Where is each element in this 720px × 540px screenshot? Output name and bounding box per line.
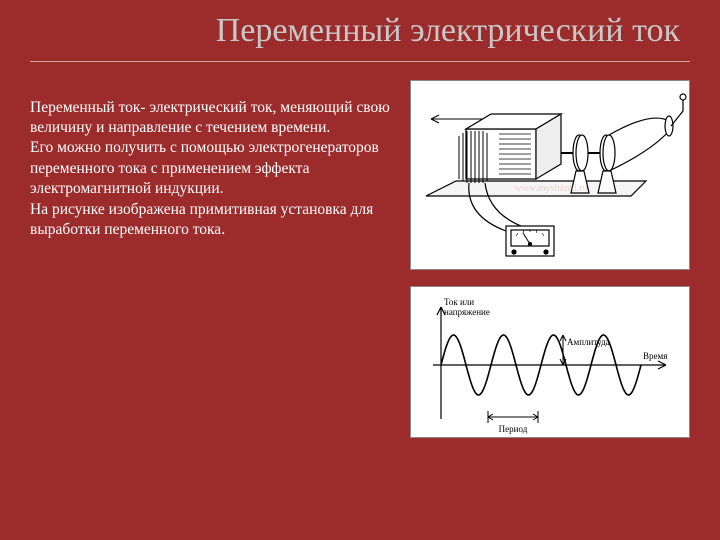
content-row: Переменный ток- электрический ток, меняю… — [30, 80, 690, 438]
watermark-text: www.myshared.ru — [514, 183, 587, 194]
page-title: Переменный электрический ток — [30, 10, 690, 53]
period-label: Период — [499, 424, 528, 434]
generator-diagram: www.myshared.ru — [410, 80, 690, 270]
slide: Переменный электрический ток Переменный … — [0, 0, 720, 540]
image-column: www.myshared.ru — [410, 80, 690, 438]
sine-wave-chart: Ток илинапряжение Время Амплитуда Период — [410, 286, 690, 438]
amplitude-label: Амплитуда — [567, 337, 610, 347]
body-text: Переменный ток- электрический ток, меняю… — [30, 80, 390, 438]
title-divider — [30, 61, 690, 62]
x-axis-label-2: Время — [643, 351, 667, 361]
y-axis-label: Ток илинапряжение — [444, 297, 490, 317]
